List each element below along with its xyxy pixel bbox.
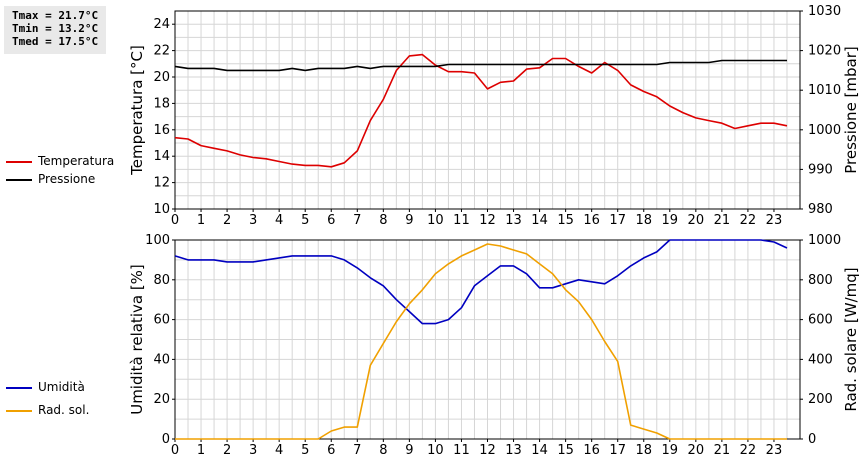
x-tick-label: 6 [327,213,335,228]
x-tick-label: 20 [688,443,705,458]
tmed-label: Tmed = 17.5°C [12,35,99,48]
x-tick-label: 17 [609,443,626,458]
series-line-rad-sol [175,243,787,440]
y-tick-label: 80 [153,273,170,288]
y-tick-label: 20 [153,70,170,85]
y2-tick-label: 600 [808,313,833,328]
x-tick-label: 20 [688,213,705,228]
x-tick-label: 13 [505,213,522,228]
y2-tick-label: 980 [808,202,833,217]
x-tick-label: 18 [635,213,652,228]
x-tick-label: 8 [379,213,387,228]
x-tick-label: 6 [327,443,335,458]
y-axis-label: Umidità relativa [%] [128,264,146,415]
series-line-temperatura [174,53,788,168]
y-tick-label: 10 [153,202,170,217]
y2-tick-label: 1030 [808,4,841,19]
y2-tick-label: 1000 [808,233,841,248]
x-tick-label: 1 [197,443,205,458]
series-line-pressione [174,59,787,72]
x-tick-label: 13 [505,443,522,458]
legend-radsol-label: Rad. sol. [38,403,90,417]
y-tick-label: 20 [153,392,170,407]
x-tick-label: 21 [714,443,731,458]
legend-pressione-label: Pressione [38,172,96,186]
tmin-label: Tmin = 13.2°C [12,22,99,35]
y-axis-label: Temperatura [°C] [128,45,146,176]
stats-box: Tmax = 21.7°C Tmin = 13.2°C Tmed = 17.5°… [4,6,106,54]
x-tick-label: 7 [353,213,361,228]
x-tick-label: 11 [453,213,470,228]
x-tick-label: 15 [557,213,574,228]
x-tick-label: 3 [249,213,257,228]
x-tick-label: 18 [635,443,652,458]
x-tick-label: 8 [379,443,387,458]
x-tick-label: 5 [301,213,309,228]
x-tick-label: 23 [766,213,783,228]
x-tick-label: 14 [531,443,548,458]
x-tick-label: 22 [740,443,757,458]
x-tick-label: 14 [531,213,548,228]
y2-tick-label: 1000 [808,123,841,138]
y-tick-label: 0 [162,432,170,447]
x-tick-label: 11 [453,443,470,458]
x-tick-label: 7 [353,443,361,458]
x-tick-label: 9 [405,443,413,458]
x-tick-label: 19 [662,443,679,458]
legend-umidita-swatch [6,387,32,389]
x-tick-label: 22 [740,213,757,228]
legend-temperatura-label: Temperatura [38,154,115,168]
y-tick-label: 18 [153,96,170,111]
x-tick-label: 2 [223,443,231,458]
x-tick-label: 1 [197,213,205,228]
x-tick-label: 12 [479,443,496,458]
y-tick-label: 24 [153,17,170,32]
x-tick-label: 19 [662,213,679,228]
x-tick-label: 3 [249,443,257,458]
y-tick-label: 40 [153,352,170,367]
legend-radsol-swatch [6,410,32,412]
y-tick-label: 16 [153,123,170,138]
legend-temperatura-swatch [6,161,32,163]
x-tick-label: 5 [301,443,309,458]
y2-tick-label: 1010 [808,83,841,98]
x-tick-label: 17 [609,213,626,228]
series-line-umidit [174,239,788,325]
x-tick-label: 10 [427,443,444,458]
x-tick-label: 12 [479,213,496,228]
x-tick-label: 21 [714,213,731,228]
y-tick-label: 22 [153,44,170,59]
x-tick-label: 4 [275,213,283,228]
x-tick-label: 0 [171,443,179,458]
x-tick-label: 9 [405,213,413,228]
x-tick-label: 0 [171,213,179,228]
legend-pressione-swatch [6,179,32,181]
x-tick-label: 16 [583,443,600,458]
y-tick-label: 100 [145,233,170,248]
chart-1: 0 1 2 3 4 5 6 7 8 9 10 11 12 13 14 15 16 17 18 19 20 21 22 2310… [128,4,860,228]
x-tick-label: 2 [223,213,231,228]
y2-tick-label: 800 [808,273,833,288]
y2-axis-label: Pressione [mbar] [842,46,860,174]
y-tick-label: 60 [153,313,170,328]
chart-2: 0 1 2 3 4 5 6 7 8 9 10 11 12 13 14 15 16 17 18 19 20 21 22 2302… [128,233,860,458]
x-tick-label: 4 [275,443,283,458]
tmax-label: Tmax = 21.7°C [12,9,99,22]
x-tick-label: 15 [557,443,574,458]
y2-tick-label: 1020 [808,44,841,59]
legend-umidita-label: Umidità [38,380,85,394]
x-tick-label: 16 [583,213,600,228]
x-tick-label: 10 [427,213,444,228]
y2-axis-label: Rad. solare [W/mq] [842,267,860,411]
y2-tick-label: 990 [808,162,833,177]
y-tick-label: 14 [153,149,170,164]
y-tick-label: 12 [153,176,170,191]
y2-tick-label: 400 [808,352,833,367]
y2-tick-label: 200 [808,392,833,407]
y2-tick-label: 0 [808,432,816,447]
x-tick-label: 23 [766,443,783,458]
